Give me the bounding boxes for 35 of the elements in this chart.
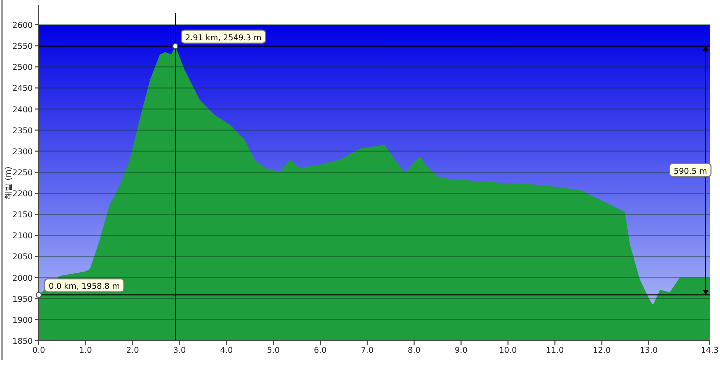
y-tick-label: 2350 bbox=[12, 126, 33, 136]
y-tick-label: 2150 bbox=[12, 210, 33, 220]
y-tick-label: 2450 bbox=[12, 84, 33, 94]
y-tick-label: 2300 bbox=[12, 147, 33, 156]
x-tick-label: 13.0 bbox=[640, 346, 658, 355]
annotation: 590.5 m bbox=[674, 166, 708, 176]
y-tick-label: 2100 bbox=[12, 232, 33, 241]
x-tick-label: 1.0 bbox=[80, 346, 92, 355]
x-tick-label: 12.0 bbox=[593, 346, 611, 355]
x-tick-label: 9.0 bbox=[454, 346, 468, 355]
y-tick-label: 2500 bbox=[12, 63, 33, 72]
y-tick-label: 2250 bbox=[12, 168, 33, 178]
x-tick-label: 14.3 bbox=[701, 346, 719, 355]
y-tick-label: 1900 bbox=[12, 316, 33, 325]
x-tick-label: 8.0 bbox=[408, 346, 421, 355]
y-tick-label: 2550 bbox=[12, 42, 33, 52]
y-tick-label: 2050 bbox=[12, 252, 33, 262]
x-tick-label: 10.0 bbox=[499, 346, 518, 355]
x-tick-label: 5.0 bbox=[267, 346, 280, 355]
x-tick-label: 11.0 bbox=[546, 346, 564, 355]
y-tick-label: 1950 bbox=[12, 294, 33, 304]
x-tick-label: 0.0 bbox=[32, 346, 46, 355]
x-tick-label: 2.0 bbox=[126, 346, 140, 355]
annotation: 0.0 km, 1958.8 m bbox=[49, 282, 120, 292]
annotation: 2.91 km, 2549.3 m bbox=[186, 33, 262, 42]
y-tick-label: 2400 bbox=[12, 105, 33, 114]
y-tick-label: 2000 bbox=[12, 274, 33, 283]
y-tick-label: 2600 bbox=[12, 21, 33, 30]
y-tick-label: 2200 bbox=[12, 190, 33, 199]
y-axis-title: 해발 (m) bbox=[4, 166, 13, 200]
x-tick-label: 7.0 bbox=[361, 346, 374, 355]
x-tick-label: 3.0 bbox=[173, 346, 186, 355]
x-tick-label: 6.0 bbox=[314, 346, 327, 355]
y-tick-label: 1850 bbox=[12, 337, 33, 346]
x-tick-label: 4.0 bbox=[220, 346, 234, 355]
